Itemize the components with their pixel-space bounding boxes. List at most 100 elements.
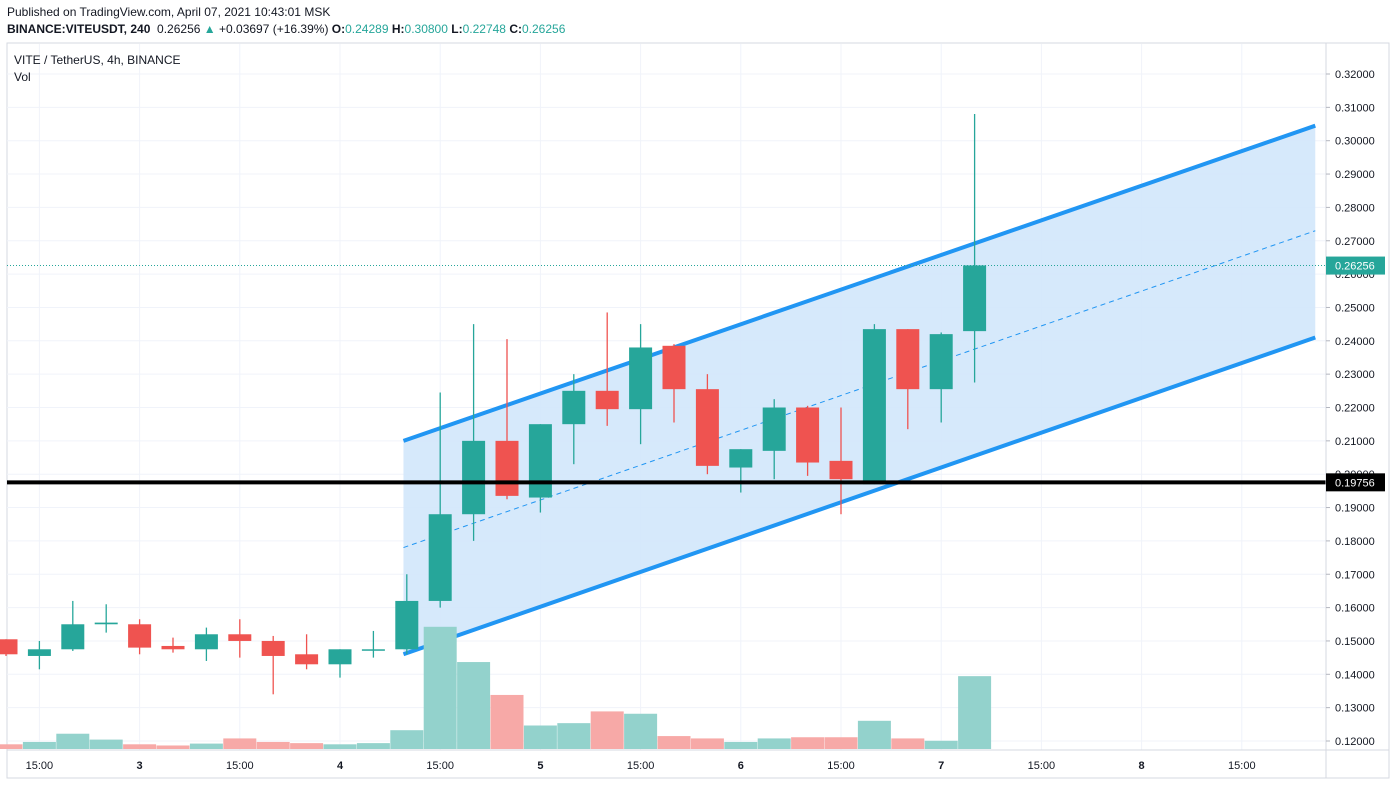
candle-body	[629, 347, 653, 410]
volume-bar	[123, 744, 157, 749]
candle-body	[896, 329, 920, 390]
candle-body	[662, 345, 686, 390]
price-tick-label: 0.16000	[1335, 603, 1375, 615]
time-tick-label: 15:00	[1028, 760, 1056, 772]
candle-body	[228, 634, 252, 641]
candle-body	[462, 440, 486, 515]
candle-body	[128, 624, 152, 648]
high-label: H:	[391, 22, 405, 36]
price-tick-label: 0.25000	[1335, 302, 1375, 314]
candle-body	[428, 514, 452, 601]
volume-bar	[891, 738, 925, 749]
last-price: 0.26256	[157, 22, 201, 36]
volume-bar	[156, 745, 190, 749]
volume-bar	[624, 713, 658, 749]
time-tick-label: 15:00	[226, 760, 254, 772]
candle-body	[61, 624, 85, 650]
published-note: Published on TradingView.com, April 07, …	[7, 5, 330, 19]
candle-body	[829, 460, 853, 480]
support-price-tag	[1326, 473, 1385, 492]
volume-bar	[457, 662, 491, 749]
low-label: L:	[451, 22, 463, 36]
candle-body	[562, 390, 586, 425]
volume-bar	[189, 743, 223, 749]
volume-bar	[390, 730, 424, 749]
candle-body	[495, 440, 519, 496]
candle-body	[862, 329, 886, 485]
close-value: 0.26256	[522, 22, 566, 36]
volume-bar	[857, 720, 891, 749]
time-tick-label: 15:00	[426, 760, 454, 772]
time-tick-label: 3	[137, 760, 143, 772]
volume-bar	[356, 743, 390, 749]
candle-body	[27, 649, 51, 656]
channel-lower-line	[402, 335, 1316, 657]
price-tick-label: 0.15000	[1335, 636, 1375, 648]
low-value: 0.22748	[462, 22, 506, 36]
price-tick-label: 0.12000	[1335, 736, 1375, 748]
candle-body	[395, 600, 419, 650]
price-tick-label: 0.23000	[1335, 369, 1375, 381]
candle-body	[595, 390, 619, 410]
volume-bars	[0, 626, 992, 749]
price-lines[interactable]	[7, 265, 1326, 485]
candle-body	[261, 640, 285, 656]
volume-bar	[657, 736, 691, 749]
candle-body	[94, 622, 118, 625]
price-change: +0.03697 (+16.39%)	[219, 22, 329, 36]
regression-channel[interactable]	[402, 123, 1316, 657]
candle-body	[161, 645, 185, 650]
volume-bar	[958, 676, 992, 749]
time-tick-label: 15:00	[827, 760, 855, 772]
volume-bar	[290, 743, 324, 749]
candle-body	[762, 407, 786, 451]
candle-body	[695, 389, 719, 466]
candle-body	[0, 639, 18, 655]
price-tick-label: 0.27000	[1335, 236, 1375, 248]
candle-body	[328, 649, 352, 665]
volume-bar	[323, 744, 357, 749]
volume-bar	[56, 733, 90, 749]
candle-body	[361, 649, 385, 651]
price-tick-label: 0.31000	[1335, 102, 1375, 114]
candlesticks	[0, 114, 987, 695]
volume-bar	[0, 744, 23, 749]
open-label: O:	[331, 22, 346, 36]
price-tick-label: 0.19000	[1335, 503, 1375, 515]
ohlc-header: BINANCE:VITEUSDT, 240 0.26256 ▲ +0.03697…	[7, 22, 565, 36]
up-arrow-icon: ▲	[203, 22, 216, 36]
price-tick-label: 0.32000	[1335, 69, 1375, 81]
last-price-tag-label: 0.26256	[1335, 261, 1375, 273]
volume-bar	[490, 694, 524, 749]
volume-bar	[590, 711, 624, 749]
candle-body	[729, 449, 753, 468]
candle-body	[528, 424, 552, 498]
price-tick-label: 0.30000	[1335, 136, 1375, 148]
price-tick-label: 0.28000	[1335, 202, 1375, 214]
time-tick-label: 15:00	[26, 760, 54, 772]
volume-bar	[523, 725, 557, 749]
channel-fill	[403, 125, 1316, 655]
volume-bar	[256, 741, 290, 749]
volume-bar	[223, 738, 257, 749]
volume-bar	[791, 737, 825, 749]
time-axis[interactable]: 15:00 3 15:00 4 15:00 5 15:00 6 15:00 7 15:00 8 15:0…	[7, 749, 1389, 772]
time-tick-label: 4	[337, 760, 344, 772]
price-tick-label: 0.18000	[1335, 536, 1375, 548]
time-tick-label: 15:00	[1228, 760, 1256, 772]
channel-midline	[403, 230, 1316, 549]
volume-legend: Vol	[14, 70, 31, 84]
volume-bar	[757, 738, 791, 749]
volume-bar	[724, 741, 758, 749]
price-tick-label: 0.14000	[1335, 669, 1375, 681]
price-tick-label: 0.17000	[1335, 569, 1375, 581]
open-value: 0.24289	[345, 22, 389, 36]
price-axis[interactable]: 0.32000 0.31000 0.30000 0.29000 0.28000 0.270…	[1325, 43, 1385, 778]
volume-bar	[690, 738, 724, 749]
price-tick-label: 0.24000	[1335, 336, 1375, 348]
symbol-label: BINANCE:VITEUSDT, 240	[7, 22, 151, 36]
price-tick-label: 0.21000	[1335, 436, 1375, 448]
volume-bar	[423, 626, 457, 749]
support-price-tag-label: 0.19756	[1335, 477, 1375, 489]
